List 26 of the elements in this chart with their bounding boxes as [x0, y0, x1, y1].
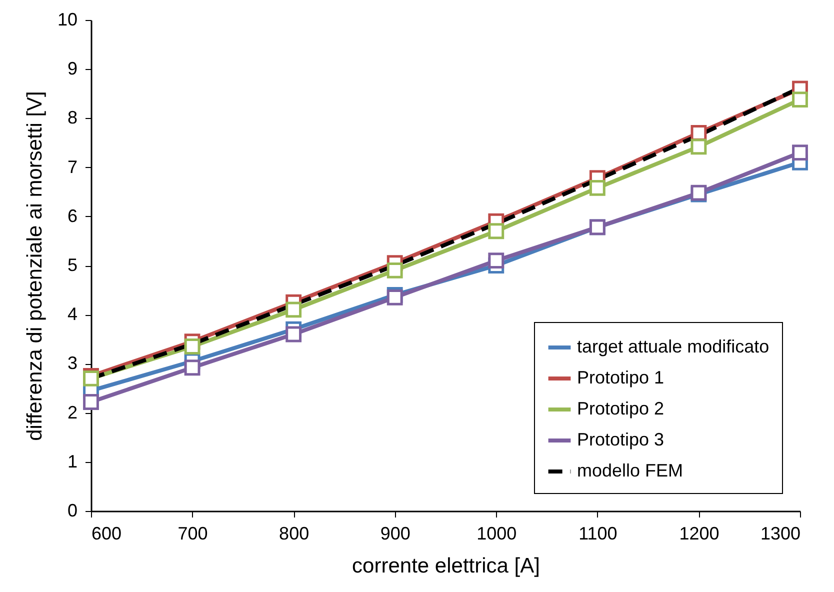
y-tick-label: 9 — [67, 58, 78, 79]
x-tick-label: 800 — [279, 524, 310, 544]
legend-label: target attuale modificato — [577, 336, 770, 356]
x-tick-label: 700 — [178, 524, 208, 544]
legend-label: Prototipo 1 — [577, 368, 664, 388]
y-tick-label: 0 — [67, 500, 78, 520]
x-tick-label: 1300 — [760, 524, 800, 544]
y-tick-label: 6 — [67, 206, 78, 226]
x-tick-label: 1200 — [679, 524, 720, 544]
y-tick-label: 1 — [67, 451, 78, 472]
y-axis-title: differenza di potenziale ai morsetti [V] — [23, 91, 46, 441]
x-axis-title: corrente elettrica [A] — [352, 554, 540, 578]
legend-label: Prototipo 2 — [577, 398, 664, 418]
x-tick-label: 1100 — [578, 524, 618, 544]
y-tick-label: 10 — [57, 10, 78, 30]
y-tick-label: 3 — [67, 353, 78, 374]
y-tick-label: 7 — [67, 156, 78, 177]
y-tick-label: 8 — [67, 108, 78, 128]
x-tick-label: 600 — [92, 524, 122, 544]
x-tick-label: 900 — [380, 524, 410, 544]
legend-label: modello FEM — [577, 460, 684, 480]
y-tick-label: 5 — [67, 255, 78, 275]
y-tick-label: 2 — [67, 402, 78, 422]
x-tick-label: 1000 — [476, 524, 517, 544]
y-tick-label: 4 — [67, 304, 78, 324]
legend-label: Prototipo 3 — [577, 430, 664, 450]
